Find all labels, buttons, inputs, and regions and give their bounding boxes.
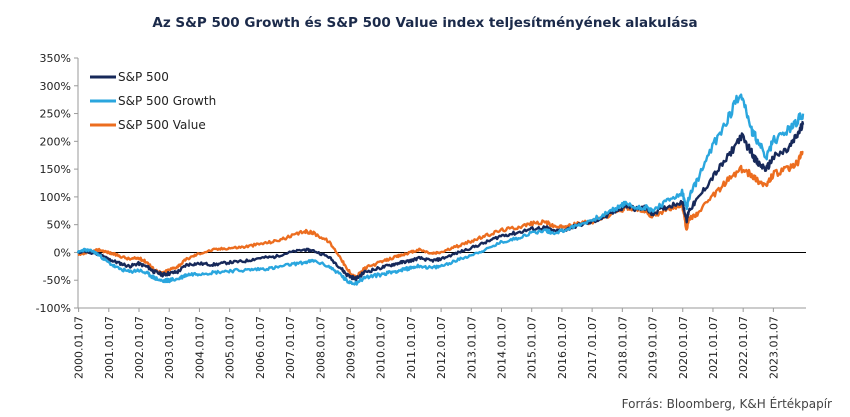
x-tick-label: 2007.01.07 — [284, 316, 297, 379]
x-tick-label: 2005.01.07 — [224, 316, 237, 379]
x-tick-label: 2000.01.07 — [73, 316, 86, 379]
y-tick-label: 250% — [40, 108, 71, 121]
y-tick-label: 100% — [40, 191, 71, 204]
x-tick-label: 2009.01.07 — [344, 316, 357, 379]
x-tick-label: 2006.01.07 — [254, 316, 267, 379]
x-tick-label: 2019.01.07 — [647, 316, 660, 379]
legend-label: S&P 500 — [118, 70, 169, 84]
x-tick-label: 2014.01.07 — [496, 316, 509, 379]
x-tick-label: 2020.01.07 — [677, 316, 690, 379]
y-tick-label: 150% — [40, 163, 71, 176]
source-note: Forrás: Bloomberg, K&H Értékpapír — [621, 397, 832, 411]
y-tick-label: 0% — [54, 246, 71, 259]
x-tick-label: 2012.01.07 — [435, 316, 448, 379]
series-line-s-p-500-growth — [76, 93, 805, 286]
y-tick-label: -100% — [36, 302, 71, 315]
x-tick-label: 2011.01.07 — [405, 316, 418, 379]
x-tick-label: 2002.01.07 — [133, 316, 146, 379]
y-axis: -100% -50% 0% 50% 100% 150% 200% 250% 300% 350% — [36, 52, 78, 315]
series-line-s-p-500-value — [77, 150, 804, 280]
x-tick-label: 2023.01.07 — [767, 316, 780, 379]
y-tick-label: 350% — [40, 52, 71, 65]
y-tick-label: -50% — [43, 274, 71, 287]
y-tick-label: 200% — [40, 135, 71, 148]
y-tick-label: 300% — [40, 80, 71, 93]
legend-label: S&P 500 Growth — [118, 94, 216, 108]
x-tick-label: 2015.01.07 — [526, 316, 539, 379]
series-line-s-p-500 — [77, 120, 805, 283]
x-tick-label: 2008.01.07 — [314, 316, 327, 379]
x-tick-label: 2021.01.07 — [707, 316, 720, 379]
legend: S&P 500 S&P 500 Growth S&P 500 Value — [90, 70, 216, 132]
legend-label: S&P 500 Value — [118, 118, 206, 132]
x-tick-label: 2003.01.07 — [163, 316, 176, 379]
x-tick-label: 2016.01.07 — [556, 316, 569, 379]
x-tick-label: 2010.01.07 — [375, 316, 388, 379]
x-tick-label: 2017.01.07 — [586, 316, 599, 379]
series-lines — [76, 93, 805, 286]
x-axis: 2000.01.07 2001.01.07 2002.01.07 2003.01.07… — [73, 308, 780, 379]
x-tick-label: 2013.01.07 — [465, 316, 478, 379]
x-tick-label: 2022.01.07 — [737, 316, 750, 379]
chart-title: Az S&P 500 Growth és S&P 500 Value index… — [152, 15, 698, 31]
x-tick-label: 2001.01.07 — [103, 316, 116, 379]
y-tick-label: 50% — [47, 219, 71, 232]
x-tick-label: 2004.01.07 — [193, 316, 206, 379]
x-tick-label: 2018.01.07 — [616, 316, 629, 379]
